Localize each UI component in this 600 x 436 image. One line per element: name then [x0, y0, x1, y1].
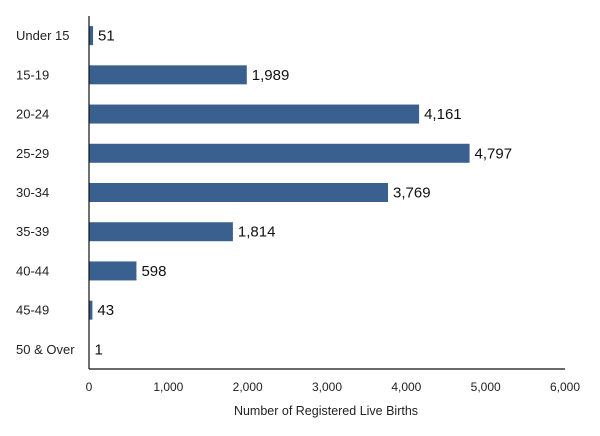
value-label: 43: [97, 302, 114, 319]
x-tick-label: 2,000: [233, 380, 263, 394]
value-label: 3,769: [393, 185, 431, 202]
x-axis-ticks: 0 1,000 2,000 3,000 4,000 5,000 6,000: [86, 380, 581, 394]
x-tick-label: 3,000: [312, 380, 342, 394]
bar-6: [89, 261, 137, 281]
value-label: 1: [95, 341, 103, 358]
bars-group: [89, 26, 470, 359]
x-axis-title: Number of Registered Live Births: [234, 404, 418, 418]
bar-2: [89, 104, 420, 124]
category-label: 30-34: [16, 185, 49, 200]
x-tick-label: 0: [86, 380, 93, 394]
bar-1: [89, 65, 247, 85]
value-label: 51: [98, 28, 115, 45]
value-label: 598: [141, 263, 166, 280]
category-label: 25-29: [16, 146, 49, 161]
x-tick-label: 4,000: [391, 380, 421, 394]
value-label: 1,814: [238, 224, 276, 241]
bar-4: [89, 183, 389, 202]
category-label: 35-39: [16, 224, 49, 239]
bar-5: [89, 222, 233, 242]
category-label: 50 & Over: [16, 342, 75, 357]
bar-0: [89, 26, 94, 46]
bar-3: [89, 143, 470, 163]
value-label: 1,989: [252, 67, 290, 84]
x-tick-label: 6,000: [550, 380, 580, 394]
value-label: 4,797: [475, 145, 513, 162]
category-label: 40-44: [16, 263, 49, 278]
category-label: 20-24: [16, 107, 49, 122]
category-labels: Under 15 15-19 20-24 25-29 30-34 35-39 40-44 45…: [16, 28, 75, 357]
value-labels: 51 1,989 4,161 4,797 3,769 1,814 598 43 1: [95, 28, 513, 359]
value-label: 4,161: [424, 106, 462, 123]
x-tick-label: 1,000: [153, 380, 183, 394]
bar-7: [89, 300, 93, 320]
category-label: Under 15: [16, 28, 69, 43]
category-label: 45-49: [16, 303, 49, 318]
category-label: 15-19: [16, 67, 49, 82]
x-tick-label: 5,000: [471, 380, 501, 394]
